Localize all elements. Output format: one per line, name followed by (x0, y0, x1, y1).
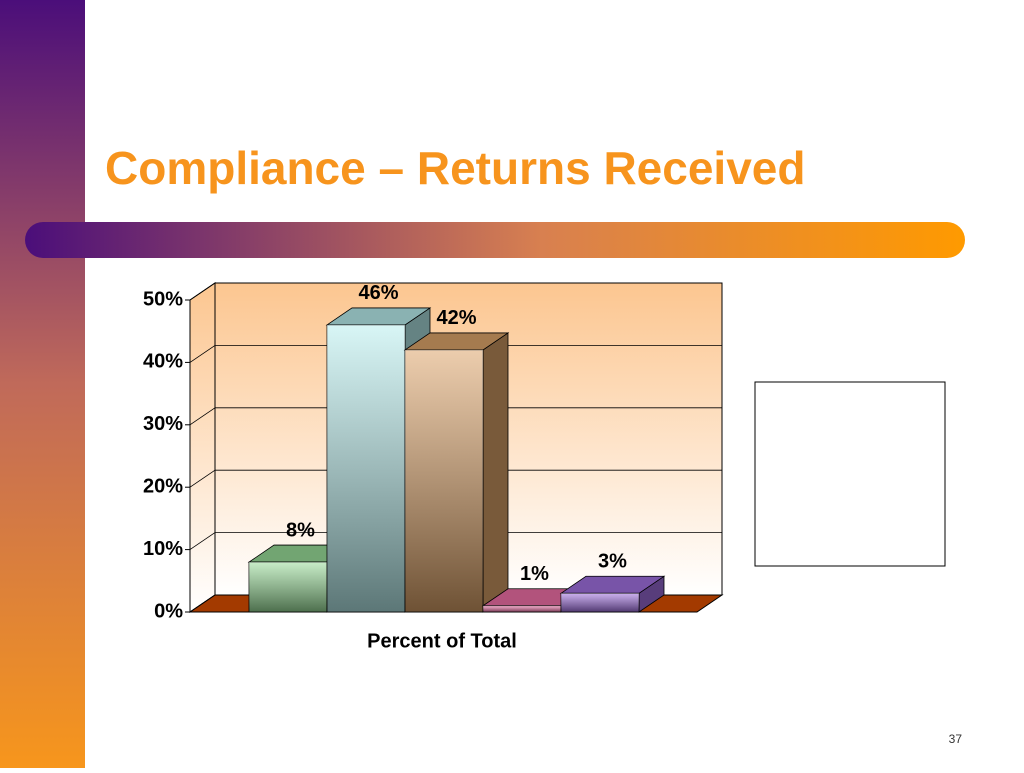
y-tick-label: 10% (143, 538, 183, 560)
slide-title: Compliance – Returns Received (105, 142, 805, 194)
legend (754, 381, 946, 567)
y-tick-label: 30% (143, 413, 183, 435)
bar-shade (249, 562, 327, 612)
data-label: 8% (286, 519, 315, 541)
bar-side-shade (639, 576, 664, 612)
grid-line (189, 407, 216, 426)
data-label: 42% (436, 307, 476, 329)
bar-top-shade (327, 307, 430, 325)
grid-line (189, 282, 216, 301)
bar-shade (405, 349, 483, 612)
y-tick-label: 50% (143, 288, 183, 310)
bar-top-shade (561, 576, 664, 594)
bar-top-shade (405, 332, 508, 350)
x-axis-label: Percent of Total (367, 630, 517, 652)
bar-side-shade (483, 332, 508, 612)
y-tick-label: 20% (143, 475, 183, 497)
y-tick-label: 40% (143, 351, 183, 373)
grid-line (189, 469, 216, 488)
data-label: 46% (358, 282, 398, 304)
sidebar (0, 0, 85, 768)
title-band (25, 222, 965, 258)
bar-shade (327, 324, 405, 612)
grid-line (189, 345, 216, 363)
data-label: 3% (598, 551, 627, 573)
bar-shade (561, 593, 639, 612)
y-tick-label: 0% (154, 600, 183, 622)
plot: 0%10%20%30%40%50%8%Corporation46%Individ… (143, 282, 905, 622)
bar-top-shade (249, 545, 352, 563)
grid-line (189, 594, 216, 613)
bar-top-shade (483, 588, 586, 606)
slide-number: 37 (949, 732, 963, 746)
bar-shade (483, 605, 561, 612)
grid-line (189, 532, 216, 550)
data-label: 1% (520, 563, 549, 585)
side-wall (189, 282, 216, 613)
